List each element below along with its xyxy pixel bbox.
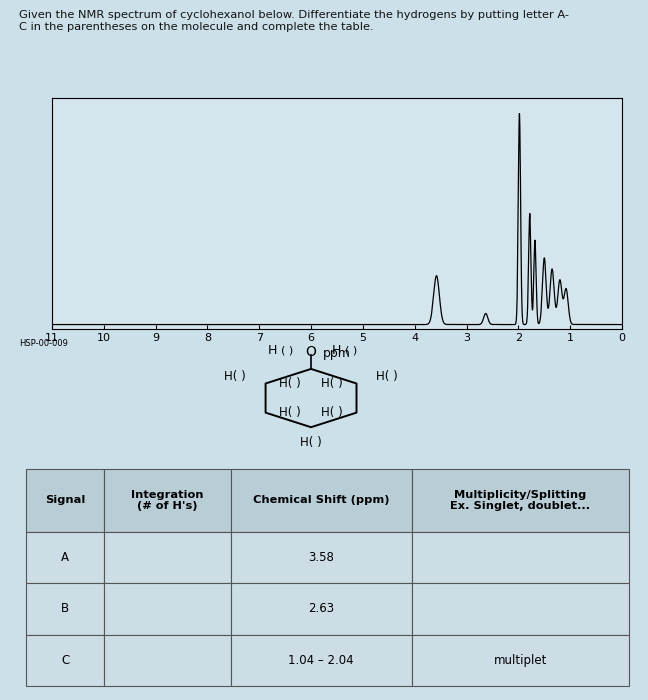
Text: Given the NMR spectrum of cyclohexanol below. Differentiate the hydrogens by put: Given the NMR spectrum of cyclohexanol b…: [19, 10, 570, 20]
Text: H( ): H( ): [376, 370, 398, 383]
Text: H: H: [332, 344, 341, 357]
X-axis label: ppm: ppm: [323, 347, 351, 360]
Text: HSP-00-009: HSP-00-009: [19, 340, 68, 349]
Text: H( ): H( ): [300, 436, 322, 449]
Text: H( ): H( ): [321, 406, 343, 419]
Text: ( ): ( ): [281, 346, 293, 356]
Text: H: H: [268, 344, 277, 357]
Text: ( ): ( ): [345, 346, 357, 356]
Text: H( ): H( ): [224, 370, 246, 383]
Text: H( ): H( ): [279, 406, 301, 419]
Text: H( ): H( ): [321, 377, 343, 390]
Text: H( ): H( ): [279, 377, 301, 390]
Text: O: O: [306, 344, 316, 358]
Text: C in the parentheses on the molecule and complete the table.: C in the parentheses on the molecule and…: [19, 22, 374, 32]
